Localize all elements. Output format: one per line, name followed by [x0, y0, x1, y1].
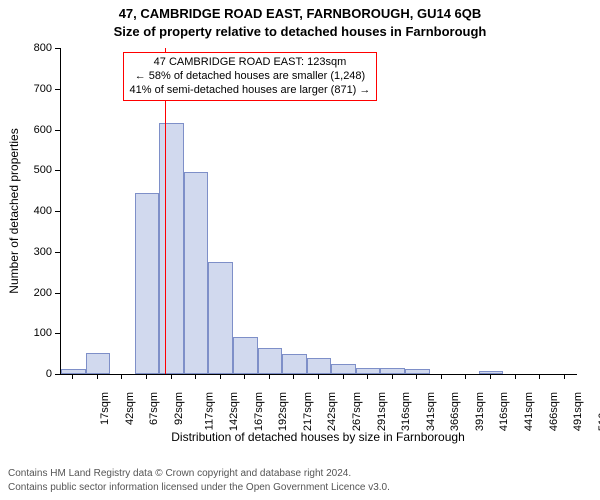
histogram-bar	[331, 364, 356, 374]
histogram-bar	[233, 337, 258, 374]
x-tick	[121, 374, 122, 379]
x-tick-label: 391sqm	[474, 392, 486, 431]
histogram-bar	[405, 369, 430, 374]
histogram-bar	[208, 262, 233, 374]
y-tick-label: 500	[0, 164, 52, 176]
y-tick-label: 400	[0, 205, 52, 217]
x-tick-label: 92sqm	[173, 392, 185, 425]
y-tick	[55, 293, 60, 294]
annotation-line: 47 CAMBRIDGE ROAD EAST: 123sqm	[130, 56, 371, 70]
y-tick-label: 300	[0, 246, 52, 258]
x-tick	[515, 374, 516, 379]
histogram-bar	[380, 368, 405, 374]
x-tick	[220, 374, 221, 379]
x-tick	[564, 374, 565, 379]
x-tick	[195, 374, 196, 379]
y-tick-label: 600	[0, 124, 52, 136]
histogram-bar	[307, 358, 332, 374]
x-tick	[343, 374, 344, 379]
x-tick-label: 167sqm	[253, 392, 265, 431]
x-tick-label: 267sqm	[351, 392, 363, 431]
x-tick-label: 42sqm	[124, 392, 136, 425]
x-tick	[465, 374, 466, 379]
x-tick-label: 192sqm	[277, 392, 289, 431]
x-tick-label: 142sqm	[228, 392, 240, 431]
x-tick	[269, 374, 270, 379]
x-tick	[293, 374, 294, 379]
x-tick	[490, 374, 491, 379]
x-tick-label: 217sqm	[302, 392, 314, 431]
x-tick-label: 316sqm	[400, 392, 412, 431]
y-tick-label: 700	[0, 83, 52, 95]
histogram-bar	[258, 348, 283, 374]
y-tick	[55, 211, 60, 212]
y-tick-label: 0	[0, 368, 52, 380]
y-tick	[55, 170, 60, 171]
y-tick	[55, 333, 60, 334]
x-tick	[392, 374, 393, 379]
y-tick	[55, 252, 60, 253]
x-tick	[441, 374, 442, 379]
x-tick	[171, 374, 172, 379]
x-tick-label: 67sqm	[148, 392, 160, 425]
x-tick	[318, 374, 319, 379]
x-tick	[416, 374, 417, 379]
y-tick	[55, 130, 60, 131]
y-tick-label: 100	[0, 327, 52, 339]
annotation-line: ← 58% of detached houses are smaller (1,…	[130, 70, 371, 84]
x-axis-title: Distribution of detached houses by size …	[60, 430, 576, 444]
x-tick	[367, 374, 368, 379]
x-tick-label: 242sqm	[327, 392, 339, 431]
x-tick-label: 491sqm	[572, 392, 584, 431]
y-tick	[55, 374, 60, 375]
x-tick	[72, 374, 73, 379]
y-tick	[55, 48, 60, 49]
histogram-bar	[282, 354, 307, 374]
histogram-bar	[159, 123, 184, 374]
footer-line-1: Contains HM Land Registry data © Crown c…	[8, 468, 351, 479]
y-tick-label: 200	[0, 287, 52, 299]
x-tick-label: 17sqm	[99, 392, 111, 425]
y-tick	[55, 89, 60, 90]
x-tick-label: 117sqm	[203, 392, 215, 430]
x-tick	[97, 374, 98, 379]
histogram-bar	[61, 369, 86, 374]
x-tick-label: 466sqm	[548, 392, 560, 431]
chart-container: 47, CAMBRIDGE ROAD EAST, FARNBOROUGH, GU…	[0, 0, 600, 500]
y-tick-label: 800	[0, 42, 52, 54]
chart-supertitle: 47, CAMBRIDGE ROAD EAST, FARNBOROUGH, GU…	[0, 6, 600, 21]
x-tick-label: 366sqm	[449, 392, 461, 431]
chart-title: Size of property relative to detached ho…	[0, 24, 600, 39]
histogram-bar	[135, 193, 160, 374]
histogram-bar	[184, 172, 209, 374]
x-tick-label: 441sqm	[523, 392, 535, 431]
annotation-box: 47 CAMBRIDGE ROAD EAST: 123sqm← 58% of d…	[123, 52, 378, 101]
x-tick-label: 341sqm	[425, 392, 437, 431]
histogram-bar	[86, 353, 111, 374]
x-tick	[244, 374, 245, 379]
x-tick	[539, 374, 540, 379]
x-tick-label: 416sqm	[499, 392, 511, 431]
annotation-line: 41% of semi-detached houses are larger (…	[130, 84, 371, 98]
footer-line-2: Contains public sector information licen…	[8, 482, 390, 493]
x-tick	[146, 374, 147, 379]
x-tick-label: 291sqm	[376, 392, 388, 431]
